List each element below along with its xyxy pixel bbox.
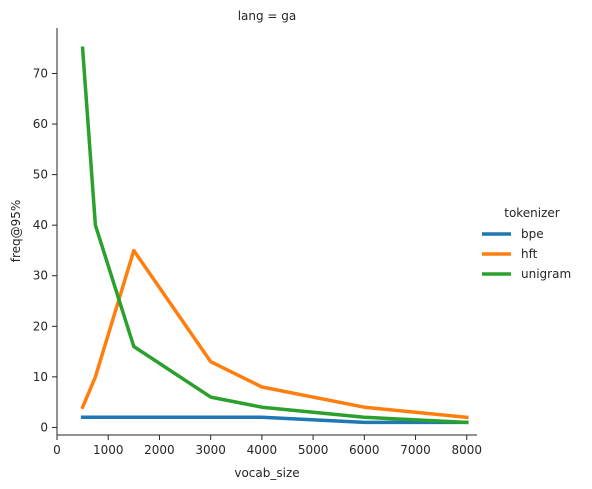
series-line-bpe [80,415,469,425]
x-tick-label: 7000 [400,443,431,457]
y-tick-label: 40 [33,218,48,232]
y-tick-label: 0 [40,420,48,434]
y-tick-label: 60 [33,117,48,131]
series-lines [80,46,469,425]
x-tick-label: 0 [53,443,61,457]
y-tick-label: 50 [33,168,48,182]
facet-title: lang = ga [238,9,297,23]
legend-title: tokenizer [504,206,560,220]
x-axis-title: vocab_size [234,466,299,480]
y-tick-label: 20 [33,319,48,333]
series-line-hft [80,248,469,420]
legend-label-hft: hft [521,247,538,261]
x-tick-label: 6000 [349,443,380,457]
y-tick-label: 10 [33,370,48,384]
x-tick-label: 5000 [298,443,329,457]
x-tick-label: 2000 [144,443,175,457]
x-tick-label: 4000 [247,443,278,457]
legend-items: bpe hft unigram [482,227,571,281]
y-tick-label: 30 [33,269,48,283]
x-tick-label: 8000 [451,443,482,457]
legend-label-unigram: unigram [521,267,571,281]
legend-label-bpe: bpe [521,227,544,241]
series-line-unigram [80,46,469,425]
x-axis-ticks: 0 1000 2000 3000 4000 5000 6000 7000 8000 [53,435,482,457]
x-tick-label: 3000 [195,443,226,457]
y-tick-label: 70 [33,67,48,81]
plot-area: 0 1000 2000 3000 4000 5000 6000 7000 8000 0 10 20 3… [33,28,482,457]
x-tick-label: 1000 [93,443,124,457]
legend: tokenizer bpe hft unigram [482,206,571,281]
y-axis-ticks: 0 10 20 30 40 50 60 70 [33,67,57,434]
y-axis-title: freq@95% [9,200,23,263]
